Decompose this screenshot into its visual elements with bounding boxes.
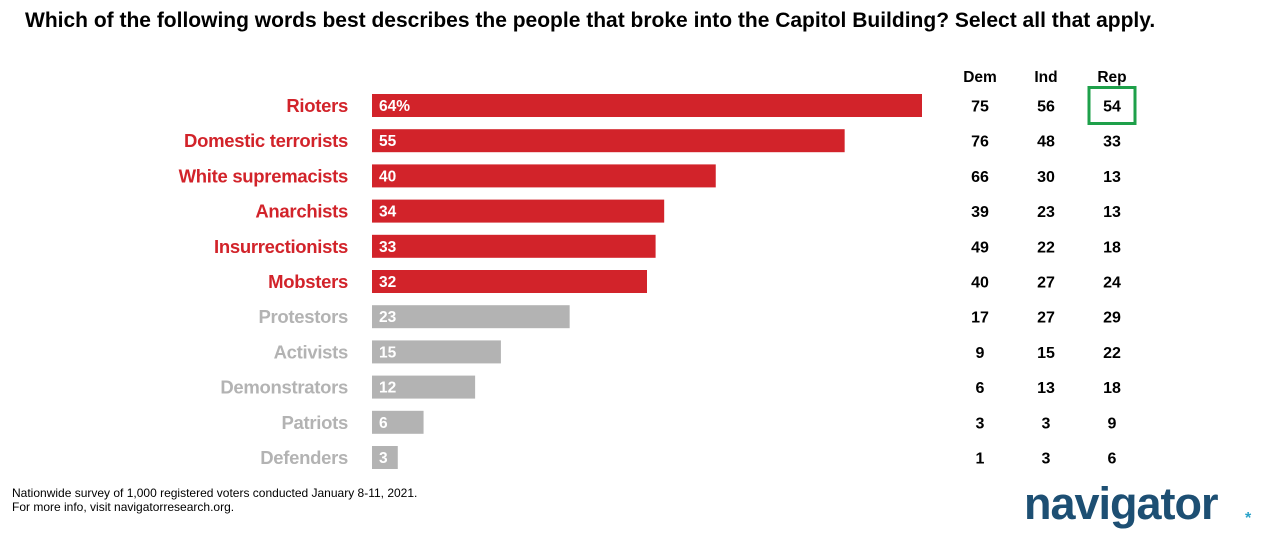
table-cell-ind-protestors: 27 [1037,310,1055,327]
table-cell-dem-demonstrators: 6 [976,380,985,397]
category-label-activists: Activists [274,341,348,362]
table-cell-dem-domestic-terrorists: 76 [971,134,989,151]
table-cell-dem-insurrectionists: 49 [971,239,989,256]
bar-value-label-protestors: 23 [379,309,397,326]
category-label-defenders: Defenders [260,447,348,468]
table-cell-rep-anarchists: 13 [1103,204,1121,221]
table-cell-dem-anarchists: 39 [971,204,989,221]
bar-protestors [372,305,570,329]
bar-patriots [372,410,424,434]
category-label-rioters: Rioters [286,95,348,116]
table-cell-dem-protestors: 17 [971,310,989,327]
table-cell-dem-activists: 9 [976,345,985,362]
column-header-rep: Rep [1097,69,1126,86]
bar-defenders [372,446,398,469]
logo-star-icon: * [1245,510,1252,527]
table-cell-dem-defenders: 1 [976,451,985,468]
bar-value-label-white-supremacists: 40 [379,168,396,185]
bar-value-label-mobsters: 32 [379,274,396,291]
table-cell-ind-patriots: 3 [1042,415,1051,432]
bar-rioters [372,94,922,117]
category-label-white-supremacists: White supremacists [179,165,348,186]
bar-value-label-rioters: 64% [379,98,410,115]
bar-value-label-insurrectionists: 33 [379,239,397,256]
category-label-demonstrators: Demonstrators [220,377,348,398]
bar-insurrectionists [372,234,656,258]
bar-value-label-activists: 15 [379,344,397,361]
table-cell-ind-mobsters: 27 [1037,275,1055,292]
bar-domestic-terrorists [372,129,845,153]
table-cell-ind-activists: 15 [1037,345,1055,362]
table-cell-dem-white-supremacists: 66 [971,169,989,186]
table-cell-rep-white-supremacists: 13 [1103,169,1121,186]
table-cell-rep-patriots: 9 [1108,415,1117,432]
table-cell-dem-mobsters: 40 [971,275,989,292]
footnote: Nationwide survey of 1,000 registered vo… [12,486,417,514]
bar-value-label-demonstrators: 12 [379,380,396,397]
bar-value-label-anarchists: 34 [379,204,397,221]
table-cell-rep-domestic-terrorists: 33 [1103,134,1121,151]
table-cell-rep-demonstrators: 18 [1103,380,1121,397]
footnote-survey: Nationwide survey of 1,000 registered vo… [12,486,418,500]
table-cell-dem-patriots: 3 [976,415,985,432]
table-cell-dem-rioters: 75 [971,99,989,116]
bar-value-label-domestic-terrorists: 55 [379,133,397,150]
table-cell-rep-insurrectionists: 18 [1103,239,1121,256]
bar-demonstrators [372,375,476,399]
table-cell-rep-defenders: 6 [1108,451,1117,468]
bar-activists [372,340,501,364]
highlight-box [1087,86,1137,125]
bar-anarchists [372,199,665,223]
table-cell-ind-rioters: 56 [1037,99,1055,116]
table-cell-rep-rioters: 54 [1103,99,1121,116]
table-cell-rep-mobsters: 24 [1103,275,1121,292]
table-cell-ind-domestic-terrorists: 48 [1037,134,1055,151]
bar-value-label-defenders: 3 [379,450,388,467]
navigator-logo: navigator [1024,478,1219,529]
table-cell-rep-protestors: 29 [1103,310,1121,327]
table-cell-rep-activists: 22 [1103,345,1121,362]
bar-mobsters [372,270,647,293]
table-cell-ind-demonstrators: 13 [1037,380,1055,397]
category-label-domestic-terrorists: Domestic terrorists [184,130,348,151]
category-label-mobsters: Mobsters [268,271,348,292]
category-label-insurrectionists: Insurrectionists [214,236,348,257]
column-header-dem: Dem [963,69,997,86]
table-cell-ind-white-supremacists: 30 [1037,169,1055,186]
bar-value-label-patriots: 6 [379,415,388,432]
table-cell-ind-anarchists: 23 [1037,204,1055,221]
table-cell-ind-insurrectionists: 22 [1037,239,1055,256]
footnote-info: For more info, visit navigatorresearch.o… [12,500,235,514]
chart-title: Which of the following words best descri… [25,9,1156,32]
category-label-protestors: Protestors [258,306,348,327]
table-cell-ind-defenders: 3 [1042,451,1051,468]
column-header-ind: Ind [1034,69,1057,86]
category-label-patriots: Patriots [282,412,348,433]
category-label-anarchists: Anarchists [255,201,348,222]
bar-white-supremacists [372,164,716,188]
